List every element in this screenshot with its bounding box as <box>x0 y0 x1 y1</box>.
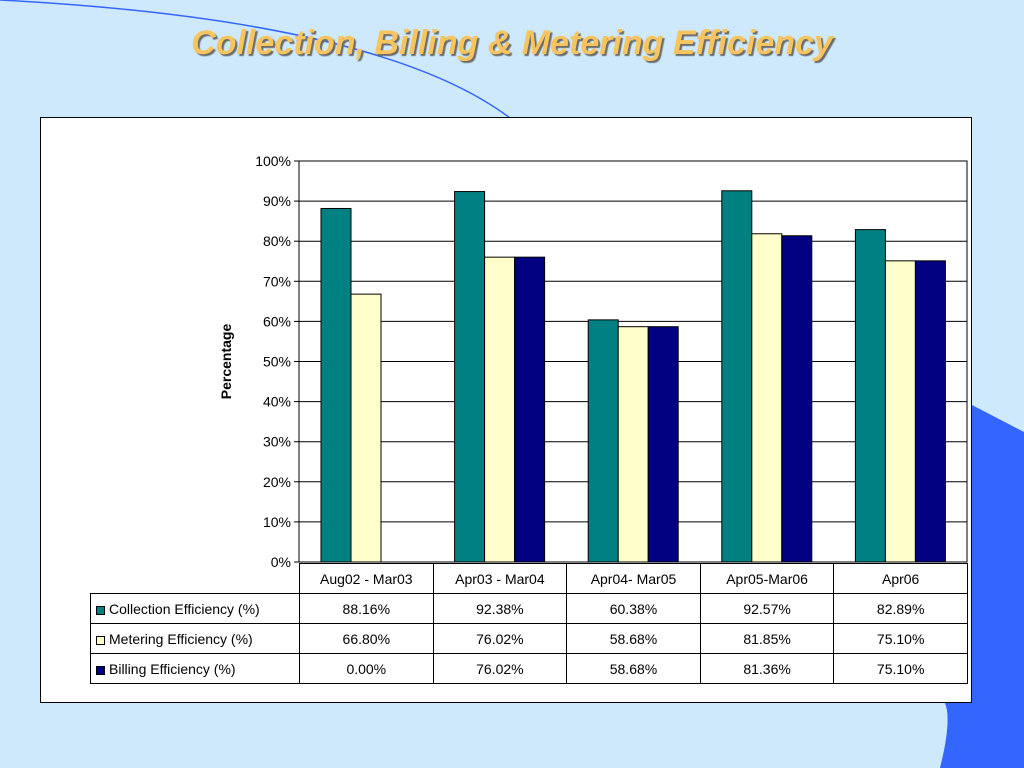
bar-billing-1 <box>514 256 546 563</box>
data-value-cell: 75.10% <box>833 653 968 684</box>
data-value-cell: 58.68% <box>566 623 701 654</box>
data-value-cell: 58.68% <box>566 653 701 684</box>
bar-metering-1 <box>484 256 516 563</box>
decor-corner-shape <box>940 405 1024 768</box>
table-row: Collection Efficiency (%) 88.16% 92.38% 60.… <box>90 593 968 624</box>
y-tick-label: 90% <box>263 193 291 209</box>
data-value-cell: 75.10% <box>833 623 968 654</box>
bar-metering-2 <box>617 326 649 563</box>
data-value-cell: 76.02% <box>432 653 568 684</box>
y-tick-label: 80% <box>263 233 291 249</box>
table-row: Metering Efficiency (%) 66.80% 76.02% 58.68… <box>90 623 968 654</box>
y-tick-label: 50% <box>263 354 291 370</box>
chart-frame: 0% 10% 20% 30% 40% 50% 60% 70% 80% 90% 100% Percent… <box>40 117 972 703</box>
y-tick-label: 100% <box>255 153 291 169</box>
bar-metering-0 <box>350 293 382 563</box>
decor-curve <box>0 0 511 119</box>
y-tick-label: 70% <box>263 273 291 289</box>
x-category-label: Apr04- Mar05 <box>566 563 701 594</box>
legend-entry: Collection Efficiency (%) <box>90 593 300 624</box>
bar-collection-4 <box>854 229 886 563</box>
data-value-cell: 81.36% <box>699 653 835 684</box>
data-value-cell: 82.89% <box>833 593 968 624</box>
legend-entry: Metering Efficiency (%) <box>90 623 300 654</box>
bar-collection-0 <box>320 207 352 563</box>
slide-title: Collection, Billing & Metering Efficienc… <box>191 24 833 62</box>
bar-collection-3 <box>721 190 753 563</box>
bar-billing-2 <box>647 326 679 563</box>
table-header-row: Aug02 - Mar03 Apr03 - Mar04 Apr04- Mar05 Ap… <box>90 563 968 594</box>
data-value-cell: 76.02% <box>432 623 568 654</box>
legend-label: Metering Efficiency (%) <box>109 630 253 647</box>
x-category-label: Aug02 - Mar03 <box>299 563 434 594</box>
data-value-cell: 60.38% <box>566 593 701 624</box>
x-category-label: Apr06 <box>833 563 968 594</box>
data-value-cell: 66.80% <box>299 623 434 654</box>
bar-collection-2 <box>587 319 619 563</box>
y-axis-label: Percentage <box>218 324 234 400</box>
y-tick-label: 40% <box>263 394 291 410</box>
table-corner-cell <box>90 563 300 594</box>
bar-billing-3 <box>781 235 813 563</box>
y-tick-label: 30% <box>263 434 291 450</box>
x-category-label: Apr03 - Mar04 <box>432 563 568 594</box>
y-tick-label: 20% <box>263 474 291 490</box>
legend-label: Collection Efficiency (%) <box>109 600 260 617</box>
data-value-cell: 81.85% <box>699 623 835 654</box>
y-tick-label: 10% <box>263 514 291 530</box>
legend-swatch <box>96 635 105 645</box>
data-value-cell: 92.57% <box>699 593 835 624</box>
legend-swatch <box>96 605 105 615</box>
data-value-cell: 92.38% <box>432 593 568 624</box>
legend-entry: Billing Efficiency (%) <box>90 653 300 684</box>
chart-plot: 0%10%20%30%40%50%60%70%80%90%100%Percent… <box>218 153 968 570</box>
legend-label: Billing Efficiency (%) <box>109 660 236 677</box>
data-value-cell: 88.16% <box>299 593 434 624</box>
data-value-cell: 0.00% <box>299 653 434 684</box>
bar-billing-4 <box>914 260 946 563</box>
chart-data-table: Aug02 - Mar03 Apr03 - Mar04 Apr04- Mar05 Ap… <box>90 563 968 684</box>
bar-metering-3 <box>751 233 783 563</box>
bar-collection-1 <box>454 191 486 563</box>
bar-metering-4 <box>884 260 916 563</box>
legend-swatch <box>96 665 105 675</box>
y-tick-label: 60% <box>263 313 291 329</box>
table-row: Billing Efficiency (%) 0.00% 76.02% 58.68% 8… <box>90 653 968 684</box>
x-category-label: Apr05-Mar06 <box>699 563 835 594</box>
